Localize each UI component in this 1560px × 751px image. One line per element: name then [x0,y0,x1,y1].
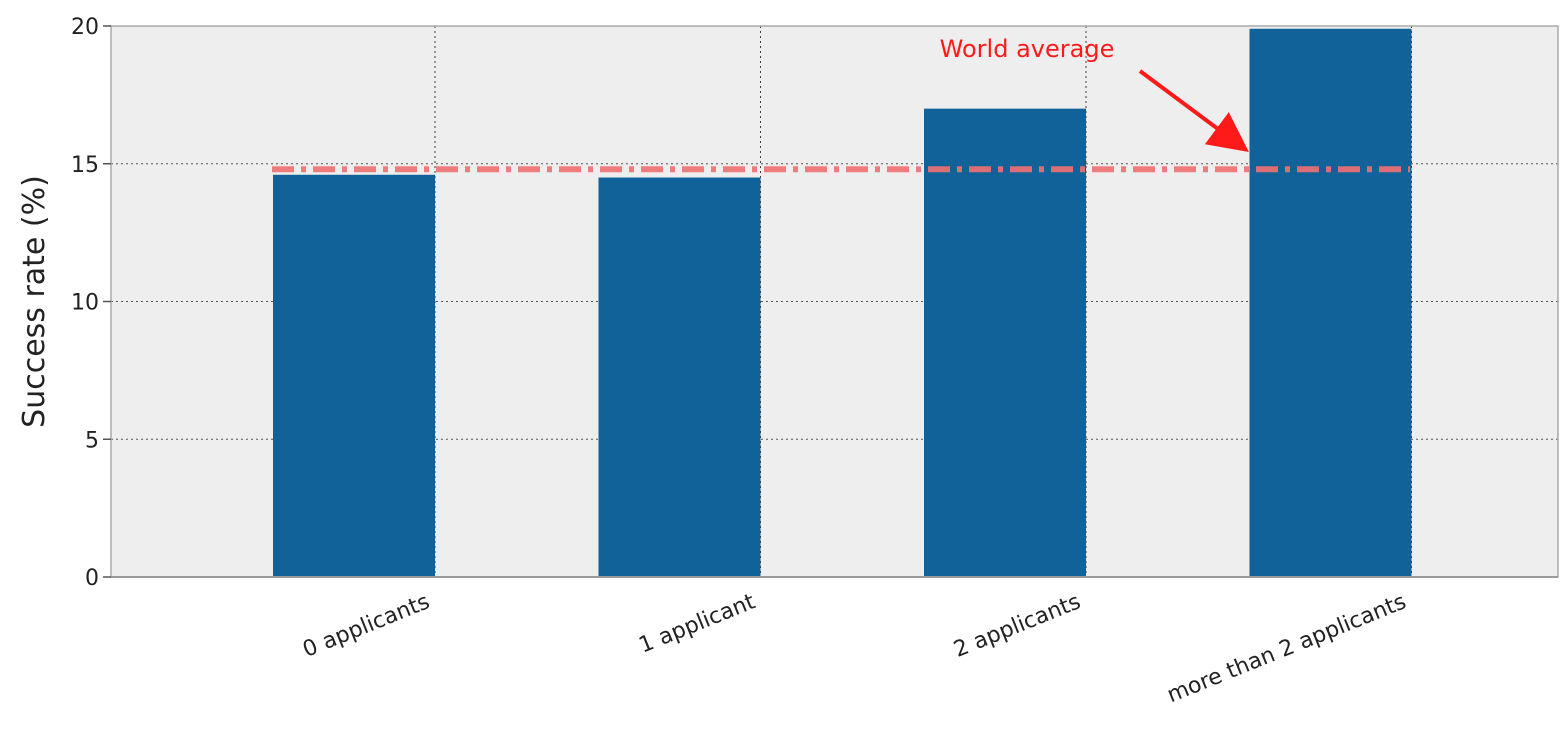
bar-2-applicants [924,108,1086,578]
x-tick-label: 2 applicants [950,589,1084,662]
bar-1-applicant [598,177,761,577]
x-tick-label: more than 2 applicants [1164,589,1410,708]
y-tick-label: 0 [85,566,99,591]
y-axis-title: Success rate (%) [17,175,52,428]
bar-0-applicants [273,174,435,577]
y-tick-label: 5 [85,428,99,453]
world-average-annotation: World average [940,35,1115,63]
y-tick-label: 15 [71,153,99,178]
bar-more-than-2-applicants [1249,28,1412,577]
y-tick-label: 10 [71,291,99,316]
annotation-arrow [1138,69,1249,152]
y-tick-label: 20 [71,15,99,40]
x-tick-label: 0 applicants [299,589,433,662]
x-tick-label: 1 applicant [636,589,760,658]
